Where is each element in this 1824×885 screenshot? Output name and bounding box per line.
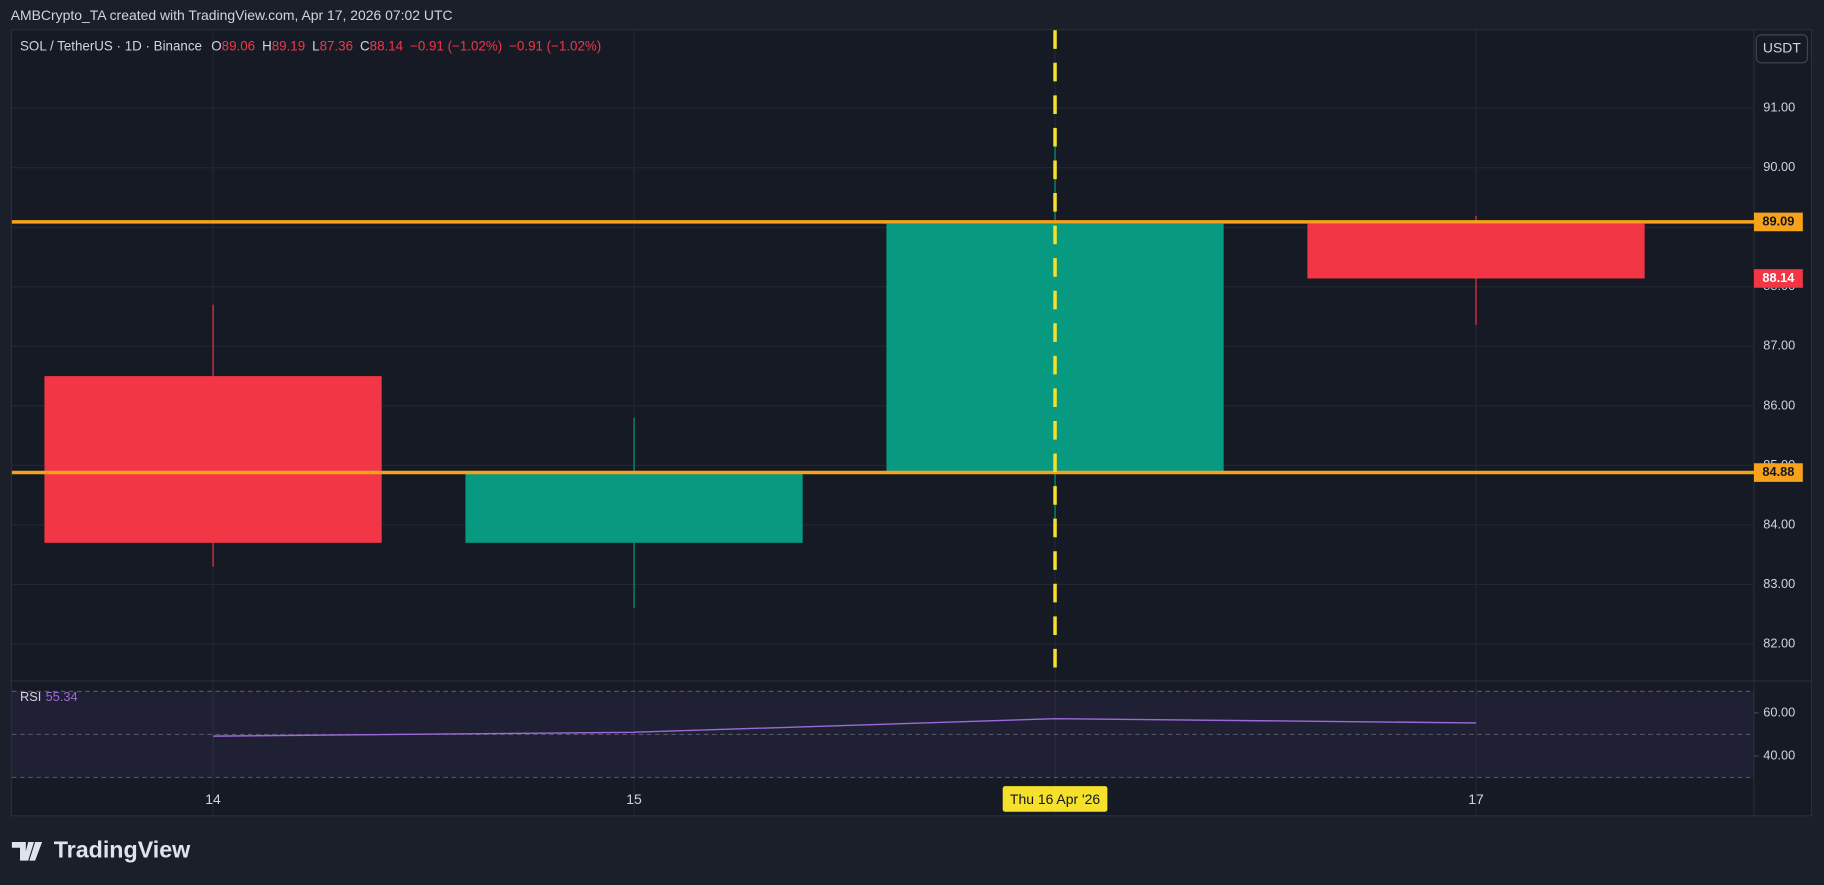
y-tick-label: 91.00 <box>1763 100 1795 115</box>
plot: 82.0083.0084.0085.0086.0087.0088.0089.00… <box>11 30 1811 817</box>
symbol-legend: SOL / TetherUS · 1D · Binance O89.06 H89.1… <box>20 38 601 53</box>
legend-part: 89.06 <box>222 38 255 53</box>
rsi-line <box>213 718 1477 737</box>
candle-body <box>465 472 803 543</box>
x-tick-label: 14 <box>205 791 221 807</box>
currency-button[interactable] <box>1755 34 1809 64</box>
legend-part: 88.14 <box>370 38 404 53</box>
rsi-value: 55.34 <box>46 689 78 704</box>
legend-part: C <box>360 38 370 53</box>
logo-icon <box>11 841 43 861</box>
y-tick-label: 90.00 <box>1763 159 1795 174</box>
last-price-label: 88.14 <box>1762 270 1795 285</box>
price-label: 89.09 <box>1762 213 1794 228</box>
y-tick-label: 86.00 <box>1763 397 1795 412</box>
legend-part: 89.19 <box>272 38 305 53</box>
legend-part: 87.36 <box>320 38 353 53</box>
y-tick-label: 87.00 <box>1763 338 1795 353</box>
last-price-box <box>1753 269 1803 288</box>
rsi-tick-label: 60.00 <box>1763 704 1795 719</box>
rsi-tick-label: 40.00 <box>1763 747 1795 762</box>
price-label-box <box>1753 463 1803 482</box>
y-tick-label: 82.00 <box>1763 635 1795 650</box>
candle-body <box>1307 223 1645 279</box>
legend-part: SOL / TetherUS · 1D · Binance <box>20 38 202 53</box>
logo-text: TradingView <box>54 836 191 862</box>
legend-part: −0.91 (−1.02%) <box>410 38 502 53</box>
legend-part: H <box>262 38 272 53</box>
x-tick-label: 17 <box>1468 791 1484 807</box>
legend-part: L <box>312 38 319 53</box>
legend-part: −0.91 (−1.02%) <box>509 38 601 53</box>
price-label-box <box>1753 212 1803 232</box>
y-tick-label: 83.00 <box>1763 576 1795 591</box>
x-tick-label: Thu 16 Apr '26 <box>1010 791 1100 807</box>
currency-label: USDT <box>1763 40 1801 56</box>
crosshair-label-box <box>1002 786 1108 812</box>
rsi-name: RSI <box>20 689 41 704</box>
y-tick-label: 84.00 <box>1763 516 1795 531</box>
price-label: 84.88 <box>1762 464 1794 479</box>
candle-body <box>44 376 382 543</box>
attribution: AMBCrypto_TA created with TradingView.co… <box>11 7 453 23</box>
x-tick-label: 15 <box>626 791 642 807</box>
legend-part: O <box>211 38 221 53</box>
logo: TradingView <box>11 836 191 862</box>
